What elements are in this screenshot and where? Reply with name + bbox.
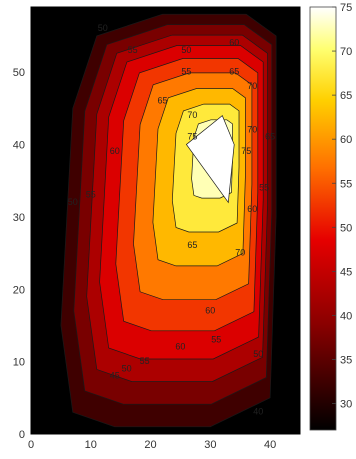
x-axis: 0 10 20 30 40	[28, 430, 276, 451]
y-axis: 0 10 20 30 40 50	[13, 67, 35, 441]
x-tick-label: 40	[264, 439, 276, 451]
colorbar-tick-label: 45	[340, 266, 352, 278]
y-tick-label: 20	[13, 284, 25, 296]
contour-label: 55	[128, 45, 138, 55]
contour-label: 50	[68, 197, 78, 207]
x-tick-label: 30	[204, 439, 216, 451]
colorbar-tick-label: 50	[340, 222, 352, 234]
x-tick-label: 20	[144, 439, 156, 451]
contour-label: 75	[187, 132, 197, 142]
plot-frame	[30, 6, 301, 435]
contour-label: 60	[205, 305, 215, 315]
contour-band-75	[185, 115, 235, 204]
y-tick-label: 10	[13, 357, 25, 369]
contour-label: 55	[86, 190, 96, 200]
contour-label: 65	[265, 132, 275, 142]
contour-label: 55	[211, 334, 221, 344]
contour-label: 55	[140, 356, 150, 366]
contour-label: 65	[187, 240, 197, 250]
contour-label: 60	[110, 146, 120, 156]
y-tick-label: 50	[13, 67, 25, 79]
contour-label: 50	[253, 349, 263, 359]
contour-label: 70	[187, 110, 197, 120]
contour-label: 70	[247, 81, 257, 91]
contour-label: 50	[181, 45, 191, 55]
colorbar-gradient	[309, 6, 337, 431]
colorbar-tick-label: 65	[340, 90, 352, 102]
contour-label: 40	[253, 407, 263, 417]
y-tick-label: 0	[19, 429, 25, 441]
contour-label: 45	[110, 370, 120, 380]
contour-label: 70	[235, 247, 245, 257]
contour-label: 70	[247, 124, 257, 134]
contour-label: 65	[157, 95, 167, 105]
colorbar-tick-label: 35	[340, 355, 352, 367]
contour-label: 75	[241, 146, 251, 156]
contour-label: 60	[175, 342, 185, 352]
contour-label: 50	[98, 23, 108, 33]
colorbar-ticks: 30 35 40 45 50 55 60 65 70 75	[332, 2, 352, 411]
y-tick-label: 30	[13, 212, 25, 224]
contour-label: 55	[181, 66, 191, 76]
contour-label: 60	[247, 204, 257, 214]
plot-area: 50 55 50 55 60 65 70 65 70 75 75 70 65 60 55 50 55 60 65 70…	[30, 6, 301, 435]
colorbar-tick-label: 40	[340, 310, 352, 322]
contour-label: 50	[122, 363, 132, 373]
colorbar: 30 35 40 45 50 55 60 65 70 75	[309, 2, 352, 431]
colorbar-tick-label: 70	[340, 46, 352, 58]
colorbar-tick-label: 30	[340, 399, 352, 411]
colorbar-tick-label: 75	[340, 2, 352, 14]
x-tick-label: 10	[85, 439, 97, 451]
colorbar-tick-label: 60	[340, 134, 352, 146]
x-tick-label: 0	[28, 439, 34, 451]
contour-label: 55	[259, 182, 269, 192]
contour-label: 60	[229, 38, 239, 48]
y-tick-label: 40	[13, 140, 25, 152]
contour-label: 65	[229, 66, 239, 76]
contour-fills	[60, 13, 277, 428]
colorbar-tick-label: 55	[340, 178, 352, 190]
contour-label-group: 50 55 50 55 60 65 70 65 70 75 75 70 65 60 55 50 55 60 65 70…	[68, 23, 275, 417]
